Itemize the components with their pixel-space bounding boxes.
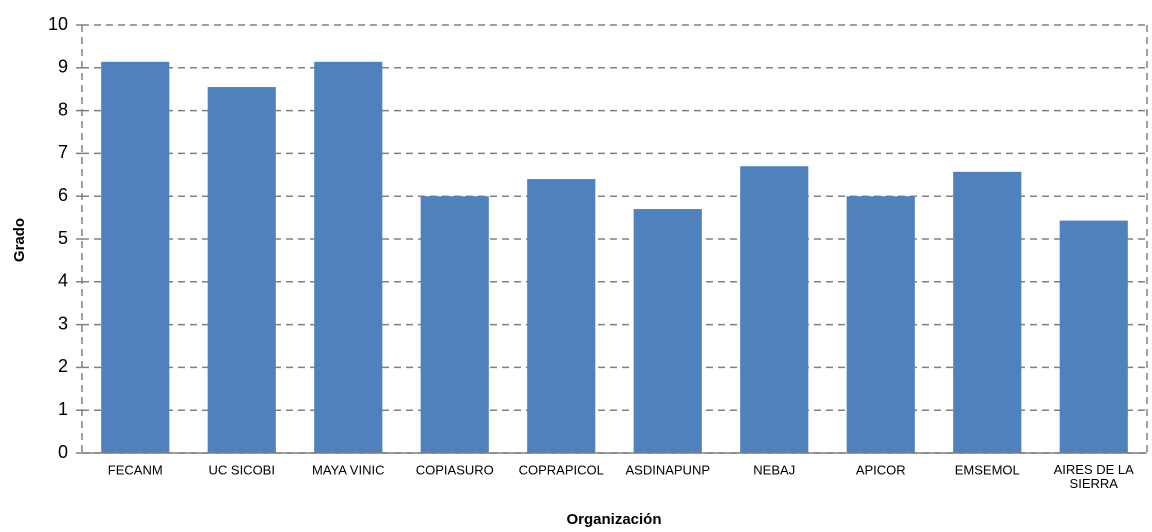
bar: [740, 166, 809, 454]
x-tick-label: EMSEMOL: [955, 462, 1020, 477]
x-axis-title: Organización: [566, 511, 661, 528]
bar: [314, 61, 383, 454]
x-tick-label: NEBAJ: [753, 462, 795, 477]
y-tick-label: 4: [58, 271, 68, 291]
x-tick-label: FECANM: [108, 462, 163, 477]
x-tick-label: UC SICOBI: [209, 462, 275, 477]
y-tick-label: 5: [58, 228, 68, 248]
y-tick-label: 7: [58, 142, 68, 162]
x-tick-label: APICOR: [856, 462, 906, 477]
y-axis-title: Grado: [11, 218, 28, 262]
y-tick-label: 0: [58, 442, 68, 462]
bar: [420, 196, 489, 453]
bar: [953, 171, 1022, 453]
bar: [633, 209, 702, 453]
x-tick-label: ASDINAPUNP: [625, 462, 710, 477]
bar: [1059, 220, 1128, 453]
bar: [207, 87, 276, 453]
x-tick-label: MAYA VINIC: [312, 462, 384, 477]
y-tick-label: 3: [58, 313, 68, 333]
x-tick-label: COPIASURO: [416, 462, 494, 477]
y-tick-label: 6: [58, 185, 68, 205]
bar: [846, 196, 915, 453]
y-tick-label: 2: [58, 356, 68, 376]
y-tick-label: 1: [58, 399, 68, 419]
bar: [527, 179, 596, 453]
bar: [101, 61, 170, 454]
y-tick-label: 9: [58, 57, 68, 77]
y-tick-label: 10: [48, 14, 68, 34]
y-tick-label: 8: [58, 99, 68, 119]
x-tick-label: AIRES DE LA SIERRA: [1054, 462, 1135, 491]
x-tick-label: COPRAPICOL: [519, 462, 604, 477]
